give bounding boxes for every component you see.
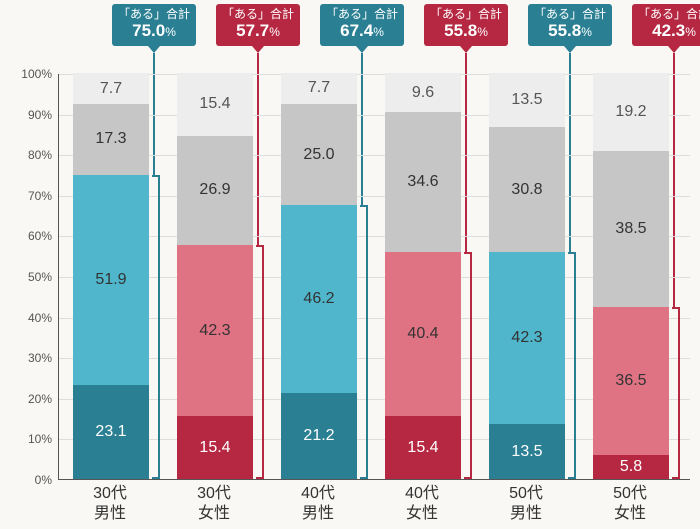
bar-segment: 7.7 [73, 73, 149, 104]
bracket [256, 245, 264, 479]
flag-row: 「ある」合計75.0%「ある」合計57.7%「ある」合計67.4%「ある」合計5… [58, 4, 690, 64]
bar-segment: 5.8 [593, 455, 669, 479]
bar-segment: 23.1 [73, 385, 149, 479]
plot-area: 23.151.917.37.715.442.326.915.421.246.22… [58, 74, 690, 480]
y-tick-label: 80% [8, 148, 52, 162]
bar-segment: 19.2 [593, 73, 669, 151]
bar-segment: 7.7 [281, 73, 357, 104]
bar-segment: 15.4 [385, 416, 461, 479]
bracket [568, 252, 576, 479]
bar-segment: 40.4 [385, 252, 461, 416]
bar-segment: 17.3 [73, 104, 149, 174]
bar: 15.440.434.69.6 [385, 73, 461, 479]
bar: 5.836.538.519.2 [593, 73, 669, 479]
flag-title: 「ある」合計 [430, 8, 502, 21]
bar-segment: 15.4 [177, 416, 253, 479]
x-tick-label: 50代男性 [509, 484, 543, 524]
flag-tail [356, 46, 368, 53]
summary-flag: 「ある」合計42.3% [632, 4, 700, 46]
x-tick-label: 30代女性 [197, 484, 231, 524]
flag-tail [668, 46, 680, 53]
flag-value: 55.8% [430, 21, 502, 41]
chart-container: 「ある」合計75.0%「ある」合計57.7%「ある」合計67.4%「ある」合計5… [0, 0, 700, 529]
bar-segment: 51.9 [73, 175, 149, 386]
bar: 21.246.225.07.7 [281, 73, 357, 479]
y-tick-label: 100% [8, 67, 52, 81]
flag-tail [564, 46, 576, 53]
bar-segment: 13.5 [489, 73, 565, 128]
flag-title: 「ある」合計 [118, 8, 190, 21]
flag-tail [252, 46, 264, 53]
flag-title: 「ある」合計 [326, 8, 398, 21]
flag-title: 「ある」合計 [638, 8, 700, 21]
bar-segment: 42.3 [489, 252, 565, 424]
flag-value: 67.4% [326, 21, 398, 41]
bar-segment: 15.4 [177, 73, 253, 136]
bar-segment: 21.2 [281, 393, 357, 479]
x-tick-label: 40代女性 [405, 484, 439, 524]
x-tick-label: 40代男性 [301, 484, 335, 524]
summary-flag: 「ある」合計55.8% [424, 4, 508, 46]
bar-segment: 36.5 [593, 307, 669, 455]
y-tick-label: 50% [8, 270, 52, 284]
bracket [360, 205, 368, 479]
bracket [464, 252, 472, 479]
summary-flag: 「ある」合計75.0% [112, 4, 196, 46]
bar: 15.442.326.915.4 [177, 73, 253, 479]
bar: 23.151.917.37.7 [73, 73, 149, 479]
bar-segment: 42.3 [177, 245, 253, 417]
flag-title: 「ある」合計 [222, 8, 294, 21]
y-tick-label: 30% [8, 351, 52, 365]
x-tick-label: 50代女性 [613, 484, 647, 524]
summary-flag: 「ある」合計57.7% [216, 4, 300, 46]
flag-value: 42.3% [638, 21, 700, 41]
flag-tail [460, 46, 472, 53]
y-tick-label: 70% [8, 189, 52, 203]
bar-segment: 46.2 [281, 205, 357, 393]
flag-value: 57.7% [222, 21, 294, 41]
flag-value: 55.8% [534, 21, 606, 41]
flag-tail [148, 46, 160, 53]
y-tick-label: 60% [8, 229, 52, 243]
y-tick-label: 40% [8, 311, 52, 325]
y-tick-label: 90% [8, 108, 52, 122]
bar-segment: 30.8 [489, 127, 565, 252]
bracket [152, 175, 160, 480]
y-tick-label: 20% [8, 392, 52, 406]
bracket [672, 307, 680, 479]
flag-title: 「ある」合計 [534, 8, 606, 21]
bar-segment: 25.0 [281, 104, 357, 206]
bar-segment: 26.9 [177, 136, 253, 245]
flag-value: 75.0% [118, 21, 190, 41]
bar-segment: 38.5 [593, 151, 669, 307]
bar-segment: 34.6 [385, 112, 461, 252]
y-tick-label: 0% [8, 473, 52, 487]
x-tick-label: 30代男性 [93, 484, 127, 524]
summary-flag: 「ある」合計67.4% [320, 4, 404, 46]
summary-flag: 「ある」合計55.8% [528, 4, 612, 46]
y-tick-label: 10% [8, 432, 52, 446]
bar-segment: 9.6 [385, 73, 461, 112]
bar: 13.542.330.813.5 [489, 73, 565, 479]
bar-segment: 13.5 [489, 424, 565, 479]
